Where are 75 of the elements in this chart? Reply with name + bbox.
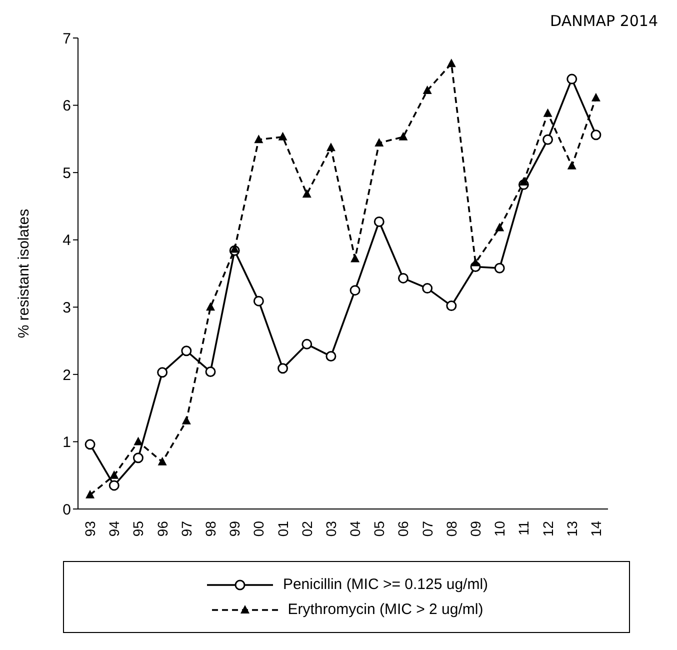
x-tick-label: 93 [82, 520, 98, 537]
point [350, 254, 360, 262]
x-tick-label: 96 [154, 520, 170, 537]
x-tick-label: 09 [468, 520, 484, 537]
point [398, 272, 408, 284]
point [278, 363, 288, 374]
point [374, 216, 384, 227]
legend-label: Erythromycin (MIC > 2 ug/ml) [288, 601, 484, 618]
x-tick-label: 05 [371, 520, 388, 537]
y-tick-label: 0 [62, 501, 71, 518]
point [278, 132, 288, 140]
point [158, 456, 167, 466]
x-tick-label: 03 [322, 520, 339, 537]
point [182, 416, 191, 424]
point [84, 439, 96, 450]
point [302, 189, 312, 198]
x-tick-label: 98 [202, 520, 218, 537]
point [302, 338, 312, 350]
point [542, 134, 554, 145]
point [181, 346, 192, 356]
x-tick-label: 14 [588, 520, 604, 537]
point [566, 74, 578, 84]
y-tick-label: 7 [62, 30, 71, 48]
point [134, 436, 143, 446]
point [495, 222, 504, 232]
x-tick-label: 99 [226, 520, 243, 537]
point [86, 490, 95, 498]
point [494, 262, 505, 274]
x-tick-label: 00 [250, 520, 267, 537]
point [254, 134, 264, 144]
x-tick-label: 95 [130, 520, 146, 537]
x-tick-label: 06 [395, 520, 412, 537]
point [446, 300, 457, 312]
x-tick-label: 01 [274, 520, 291, 537]
point [422, 283, 433, 294]
point [350, 285, 360, 296]
point [108, 480, 120, 491]
point [326, 142, 336, 152]
point [206, 302, 215, 311]
point [519, 176, 528, 186]
y-tick-label: 2 [62, 366, 71, 384]
point [471, 258, 480, 266]
point [398, 132, 408, 140]
x-tick-label: 12 [540, 520, 556, 537]
chart-title: DANMAP 2014 [550, 12, 658, 30]
point [590, 130, 602, 140]
x-tick-label: 11 [516, 520, 532, 536]
y-tick-label: 6 [62, 98, 71, 115]
point [230, 244, 240, 253]
y-tick-label: 5 [62, 164, 71, 182]
point [110, 470, 119, 479]
x-tick-label: 94 [106, 520, 122, 537]
x-tick-label: 97 [178, 520, 194, 537]
x-tick-label: 02 [298, 520, 315, 537]
x-tick-label: 04 [347, 520, 364, 537]
point [591, 92, 600, 102]
point [253, 296, 264, 306]
point [205, 366, 216, 377]
x-tick-label: 07 [419, 520, 436, 537]
point [374, 138, 384, 146]
point [132, 452, 144, 464]
x-tick-label: 10 [492, 520, 508, 537]
point [157, 367, 168, 378]
point [422, 85, 432, 94]
legend-label: Penicillin (MIC >= 0.125 ug/ml) [282, 576, 488, 593]
y-tick-label: 3 [62, 299, 71, 316]
point [326, 351, 336, 362]
y-tick-label: 1 [62, 434, 71, 452]
point [446, 58, 456, 68]
x-tick-label: 13 [564, 520, 580, 537]
x-tick-label: 08 [443, 520, 460, 537]
point [543, 108, 552, 117]
y-axis-title: % resistant isolates [15, 208, 32, 338]
point [567, 160, 576, 170]
y-tick-label: 4 [62, 232, 71, 250]
